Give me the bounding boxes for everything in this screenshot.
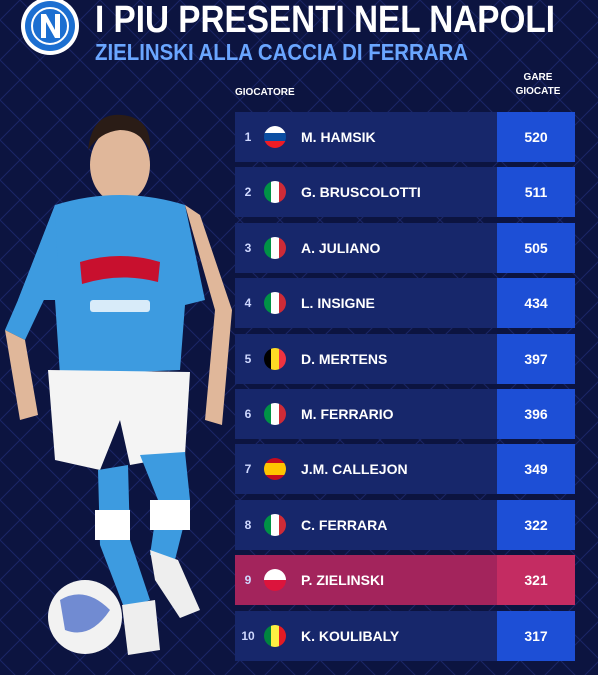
player-name: P. ZIELINSKI <box>301 572 384 589</box>
flag <box>264 181 286 204</box>
table-row: 4 L. INSIGNE 434 <box>235 278 575 329</box>
flag <box>264 292 286 315</box>
rank: 3 <box>244 240 252 255</box>
flag <box>264 624 286 647</box>
flag <box>264 513 286 536</box>
appearances: 511 <box>497 167 575 218</box>
player-name: K. KOULIBALY <box>301 627 400 644</box>
appearances: 505 <box>497 222 575 273</box>
appearances: 317 <box>497 610 575 661</box>
player-name: L. INSIGNE <box>301 295 375 312</box>
subtitle: ZIELINSKI ALLA CACCIA DI FERRARA <box>95 39 468 65</box>
rank: 7 <box>244 462 252 477</box>
appearances: 321 <box>497 555 575 606</box>
flag <box>264 458 286 481</box>
table-row: 5 D. MERTENS 397 <box>235 333 575 384</box>
rank: 10 <box>241 628 255 643</box>
appearances: 349 <box>497 444 575 495</box>
table-row: 2 G. BRUSCOLOTTI 511 <box>235 167 575 218</box>
rank: 5 <box>244 351 252 366</box>
table-row: 9 P. ZIELINSKI 321 <box>235 555 575 606</box>
flag <box>264 236 286 259</box>
flag <box>264 126 286 148</box>
appearances: 396 <box>497 389 575 439</box>
rank: 4 <box>244 296 252 311</box>
player-name: A. JULIANO <box>301 239 381 256</box>
table-row: 3 A. JULIANO 505 <box>235 222 575 273</box>
player-illustration <box>5 114 232 655</box>
table-row: 8 C. FERRARA 322 <box>235 499 575 550</box>
flag <box>264 569 286 592</box>
flag <box>264 403 286 425</box>
table-row: 1 M. HAMSIK 520 <box>235 112 575 162</box>
rank: 2 <box>244 185 252 200</box>
column-header: GIOCATORE <box>235 87 295 98</box>
appearances: 322 <box>497 499 575 550</box>
title: I PIU PRESENTI NEL NAPOLI <box>95 0 555 41</box>
table-row: 6 M. FERRARIO 396 <box>235 389 575 439</box>
appearances: 397 <box>497 333 575 384</box>
club-logo <box>21 0 79 55</box>
appearances: 434 <box>497 278 575 329</box>
player-name: C. FERRARA <box>301 516 388 533</box>
rank: 6 <box>244 407 252 421</box>
column-header: GARE GIOCATE <box>515 72 561 97</box>
rank: 1 <box>244 130 252 144</box>
rank: 8 <box>244 517 252 532</box>
table-row: 10 K. KOULIBALY 317 <box>235 610 575 661</box>
table-row: 7 J.M. CALLEJON 349 <box>235 444 575 495</box>
appearances: 520 <box>497 112 575 162</box>
rank: 9 <box>244 573 252 588</box>
player-name: J.M. CALLEJON <box>301 461 408 478</box>
player-name: D. MERTENS <box>301 350 388 367</box>
flag <box>264 347 286 370</box>
player-name: M. HAMSIK <box>301 129 376 145</box>
player-name: M. FERRARIO <box>301 406 394 422</box>
player-name: G. BRUSCOLOTTI <box>301 184 421 201</box>
